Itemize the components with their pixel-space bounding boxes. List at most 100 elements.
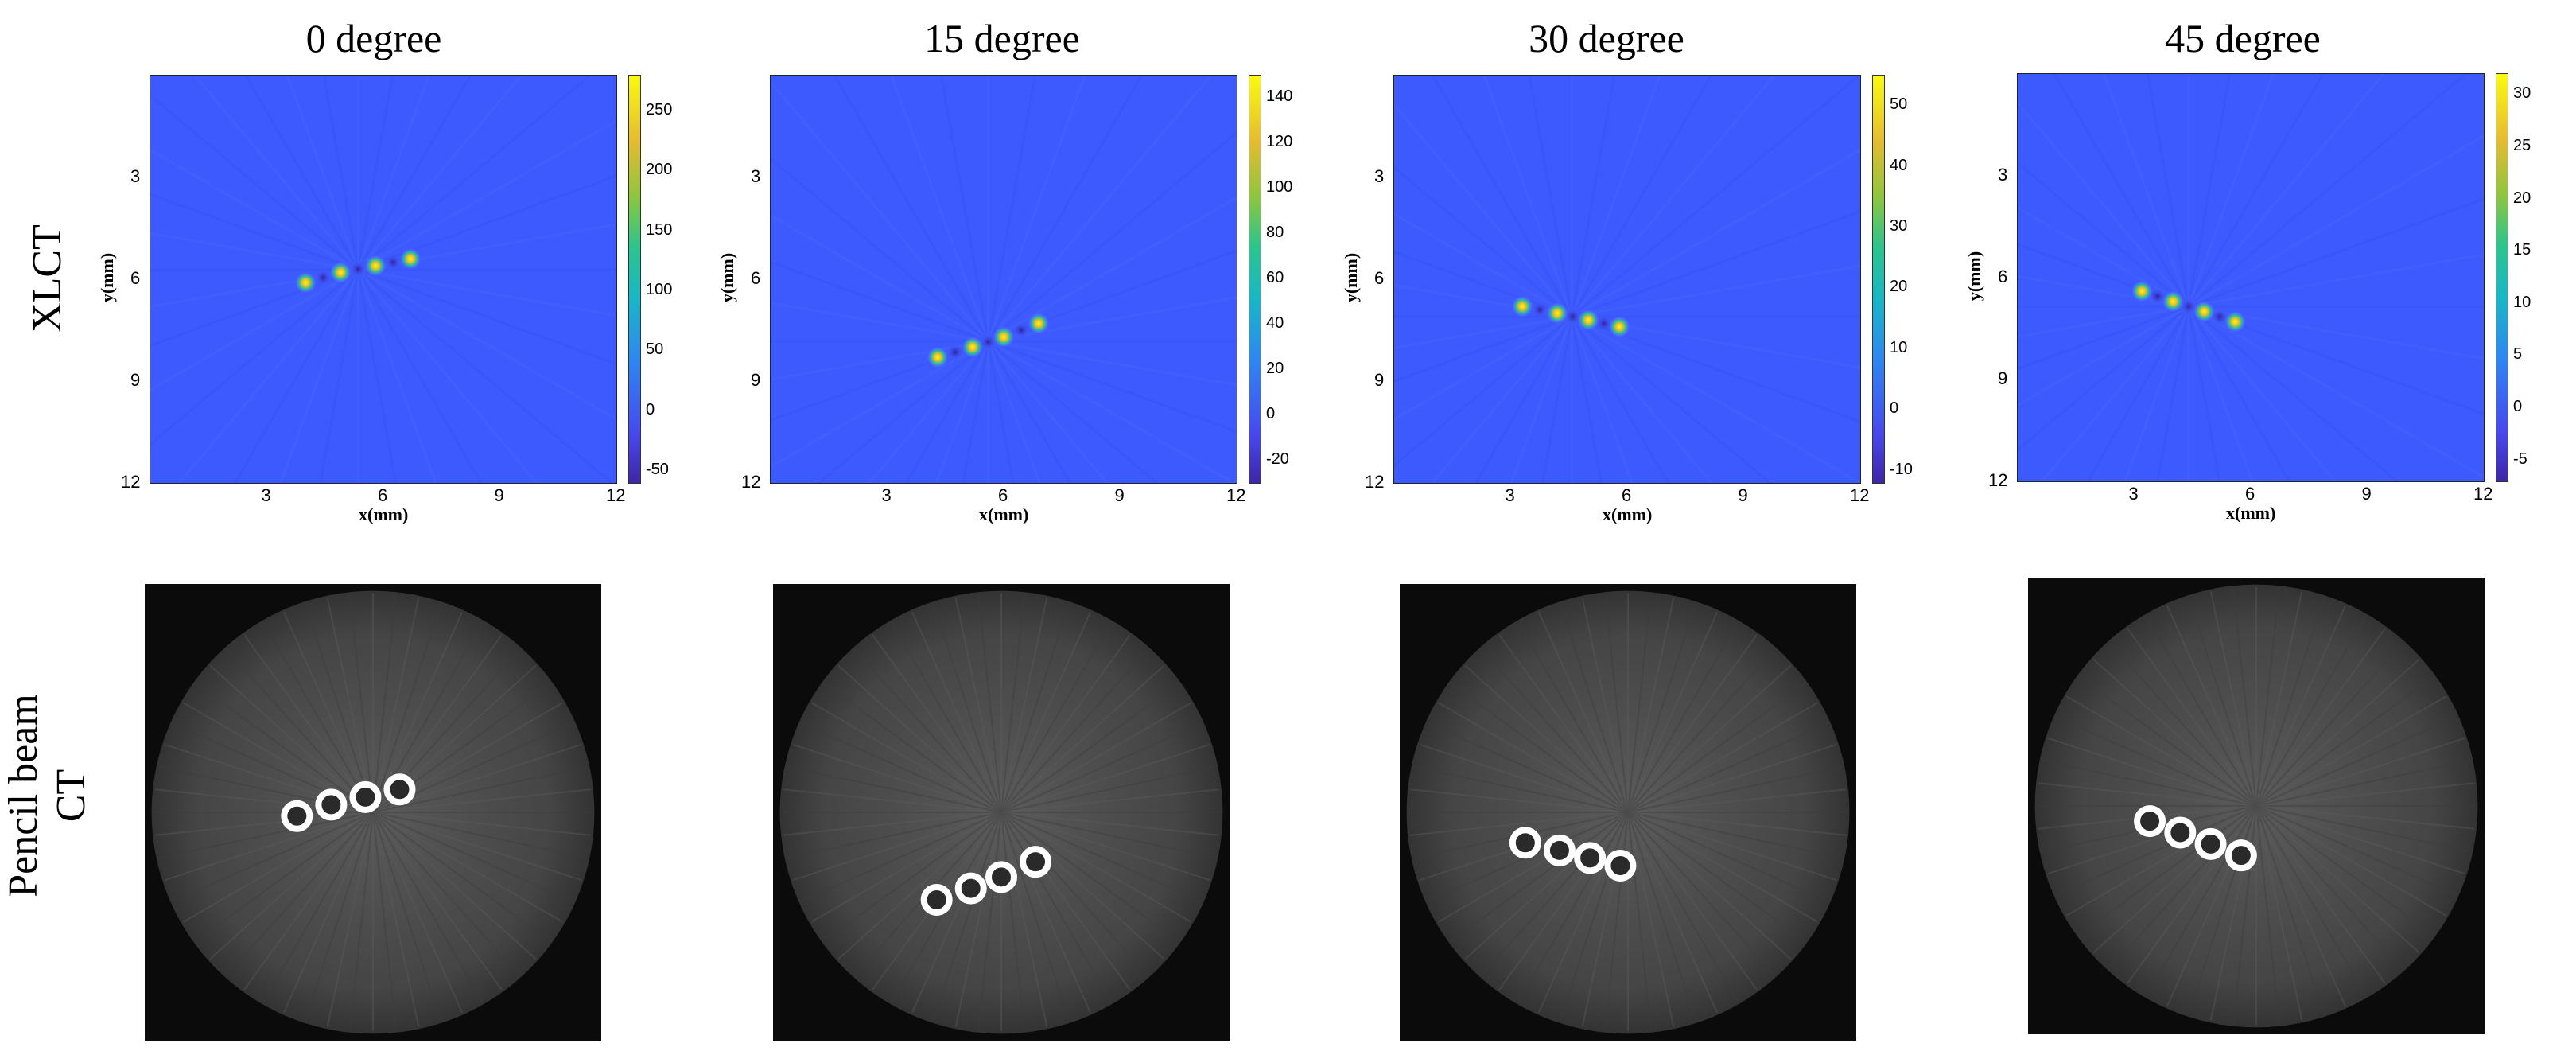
y-tick-label: 6: [751, 268, 761, 288]
artifact-streak: [1394, 315, 1572, 349]
noise-streak: [304, 603, 374, 813]
y-tick-label: 3: [1374, 166, 1385, 186]
noise-streak: [783, 812, 1002, 836]
noise-streak: [1627, 722, 1829, 813]
noise-streak: [1627, 812, 1758, 991]
artifact-streak: [150, 94, 359, 271]
noise-streak: [172, 812, 374, 902]
column-title-0: 0 degree: [305, 16, 442, 60]
target-hotspot-1: [2162, 290, 2184, 312]
noise-streak: [372, 812, 592, 836]
noise-streak: [372, 812, 503, 991]
artifact-streak: [357, 269, 538, 483]
target-hotspot-2: [1578, 309, 1599, 331]
noise-streak: [2042, 759, 2257, 807]
artifact-streak: [356, 270, 397, 483]
noise-streak: [283, 812, 374, 1014]
artifact-streak: [987, 130, 1237, 343]
y-axis-label: y(mm): [1341, 252, 1362, 303]
colorbar: [1249, 75, 1261, 484]
xlct-plot-svg-2: [1394, 76, 1860, 483]
noise-streak: [954, 598, 1002, 813]
artifact-streak: [2187, 306, 2337, 481]
noise-streak: [349, 594, 374, 813]
y-tick-label: 12: [121, 472, 141, 492]
artifact-streak: [1572, 264, 1860, 318]
noise-streak: [1000, 812, 1112, 1003]
artifact-streak: [2086, 306, 2190, 481]
artifact-streak: [1509, 316, 1573, 483]
artifact-streak: [193, 76, 359, 271]
noise-streak: [977, 812, 1002, 1031]
artifact-streak: [1394, 315, 1573, 468]
artifact-streak: [2187, 306, 2254, 481]
artifact-streak: [2187, 306, 2291, 481]
noise-streak: [372, 788, 592, 813]
artifact-streak: [1431, 76, 1573, 317]
artifact-streak: [771, 340, 989, 381]
y-tick-label: 9: [1374, 370, 1385, 390]
y-axis-label: y(mm): [717, 252, 738, 303]
colorbar-tick-label: 40: [1890, 156, 1908, 174]
target-hotspot-0: [2131, 281, 2153, 302]
noise-streak: [372, 603, 442, 813]
target-hotspot-2: [2193, 301, 2215, 322]
noise-streak: [2255, 737, 2465, 807]
noise-streak: [195, 683, 374, 813]
artifact-streak: [988, 296, 1237, 343]
noise-streak: [1627, 664, 1792, 813]
ct-image-svg-1: [779, 590, 1223, 1034]
artifact-streak: [356, 76, 430, 271]
artifact-streak: [2156, 306, 2190, 481]
noise-streak: [1419, 743, 1629, 813]
noise-streak: [1464, 664, 1629, 813]
noise-streak: [2092, 805, 2257, 954]
noise-streak: [1627, 648, 1776, 813]
xlct-plot-svg-0: [150, 76, 616, 483]
noise-streak: [1627, 812, 1739, 1003]
noise-streak: [2255, 591, 2303, 807]
phantom-disk: [1406, 590, 1850, 1034]
noise-streak: [787, 765, 1002, 813]
artifact-streak: [1394, 103, 1573, 317]
noise-streak: [372, 812, 521, 976]
ct-target-ring-3: [383, 773, 416, 806]
artifact-streak: [986, 341, 1015, 483]
interstitial-spot: [350, 261, 367, 278]
artifact-streak: [2040, 306, 2190, 481]
artifact-streak: [2188, 305, 2484, 479]
noise-streak: [911, 812, 1002, 1014]
noise-streak: [2055, 805, 2257, 896]
colorbar-tick-label: 30: [2513, 84, 2531, 103]
noise-streak: [182, 812, 374, 923]
noise-streak: [225, 648, 374, 813]
x-tick-label: 6: [378, 485, 388, 505]
noise-streak: [1000, 812, 1216, 859]
noise-streak: [2255, 695, 2447, 807]
artifact-streak: [817, 340, 989, 483]
noise-streak: [326, 812, 374, 1027]
artifact-streak: [833, 76, 989, 342]
target-hotspot-1: [1547, 302, 1568, 324]
interstitial-spot: [946, 344, 963, 360]
x-tick-label: 3: [261, 485, 271, 505]
noise-streak: [2078, 805, 2257, 936]
colorbar-tick-label: 0: [1266, 404, 1276, 422]
artifact-streak: [987, 340, 1109, 483]
noise-streak: [1627, 812, 1806, 942]
noise-streak: [2255, 805, 2386, 984]
artifact-streak: [1571, 76, 1776, 317]
row-label-xlct: XLCT: [25, 224, 70, 333]
artifact-streak: [150, 232, 359, 271]
artifact-streak: [771, 157, 989, 343]
noise-streak: [1427, 722, 1629, 813]
artifact-streak: [868, 340, 989, 483]
colorbar: [1872, 75, 1885, 484]
noise-streak: [1627, 683, 1806, 813]
noise-streak: [2166, 805, 2257, 1007]
artifact-streak: [356, 269, 437, 483]
artifact-streak: [1482, 76, 1573, 317]
noise-streak: [262, 621, 374, 813]
artifact-streak: [2053, 74, 2190, 308]
noise-streak: [1000, 664, 1165, 813]
